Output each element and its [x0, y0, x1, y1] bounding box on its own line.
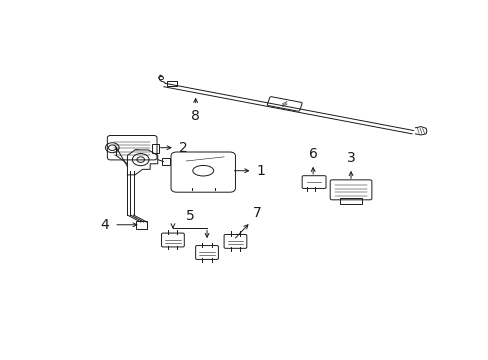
Text: 6: 6 — [308, 147, 317, 161]
Text: 8: 8 — [191, 109, 200, 123]
Text: 3: 3 — [346, 151, 355, 165]
Text: 1: 1 — [256, 164, 264, 178]
Text: ~: ~ — [133, 148, 139, 153]
Text: 7: 7 — [252, 206, 261, 220]
Polygon shape — [415, 127, 426, 135]
Text: 2: 2 — [178, 141, 187, 155]
Text: 4: 4 — [101, 218, 109, 232]
Text: 5: 5 — [185, 208, 194, 222]
